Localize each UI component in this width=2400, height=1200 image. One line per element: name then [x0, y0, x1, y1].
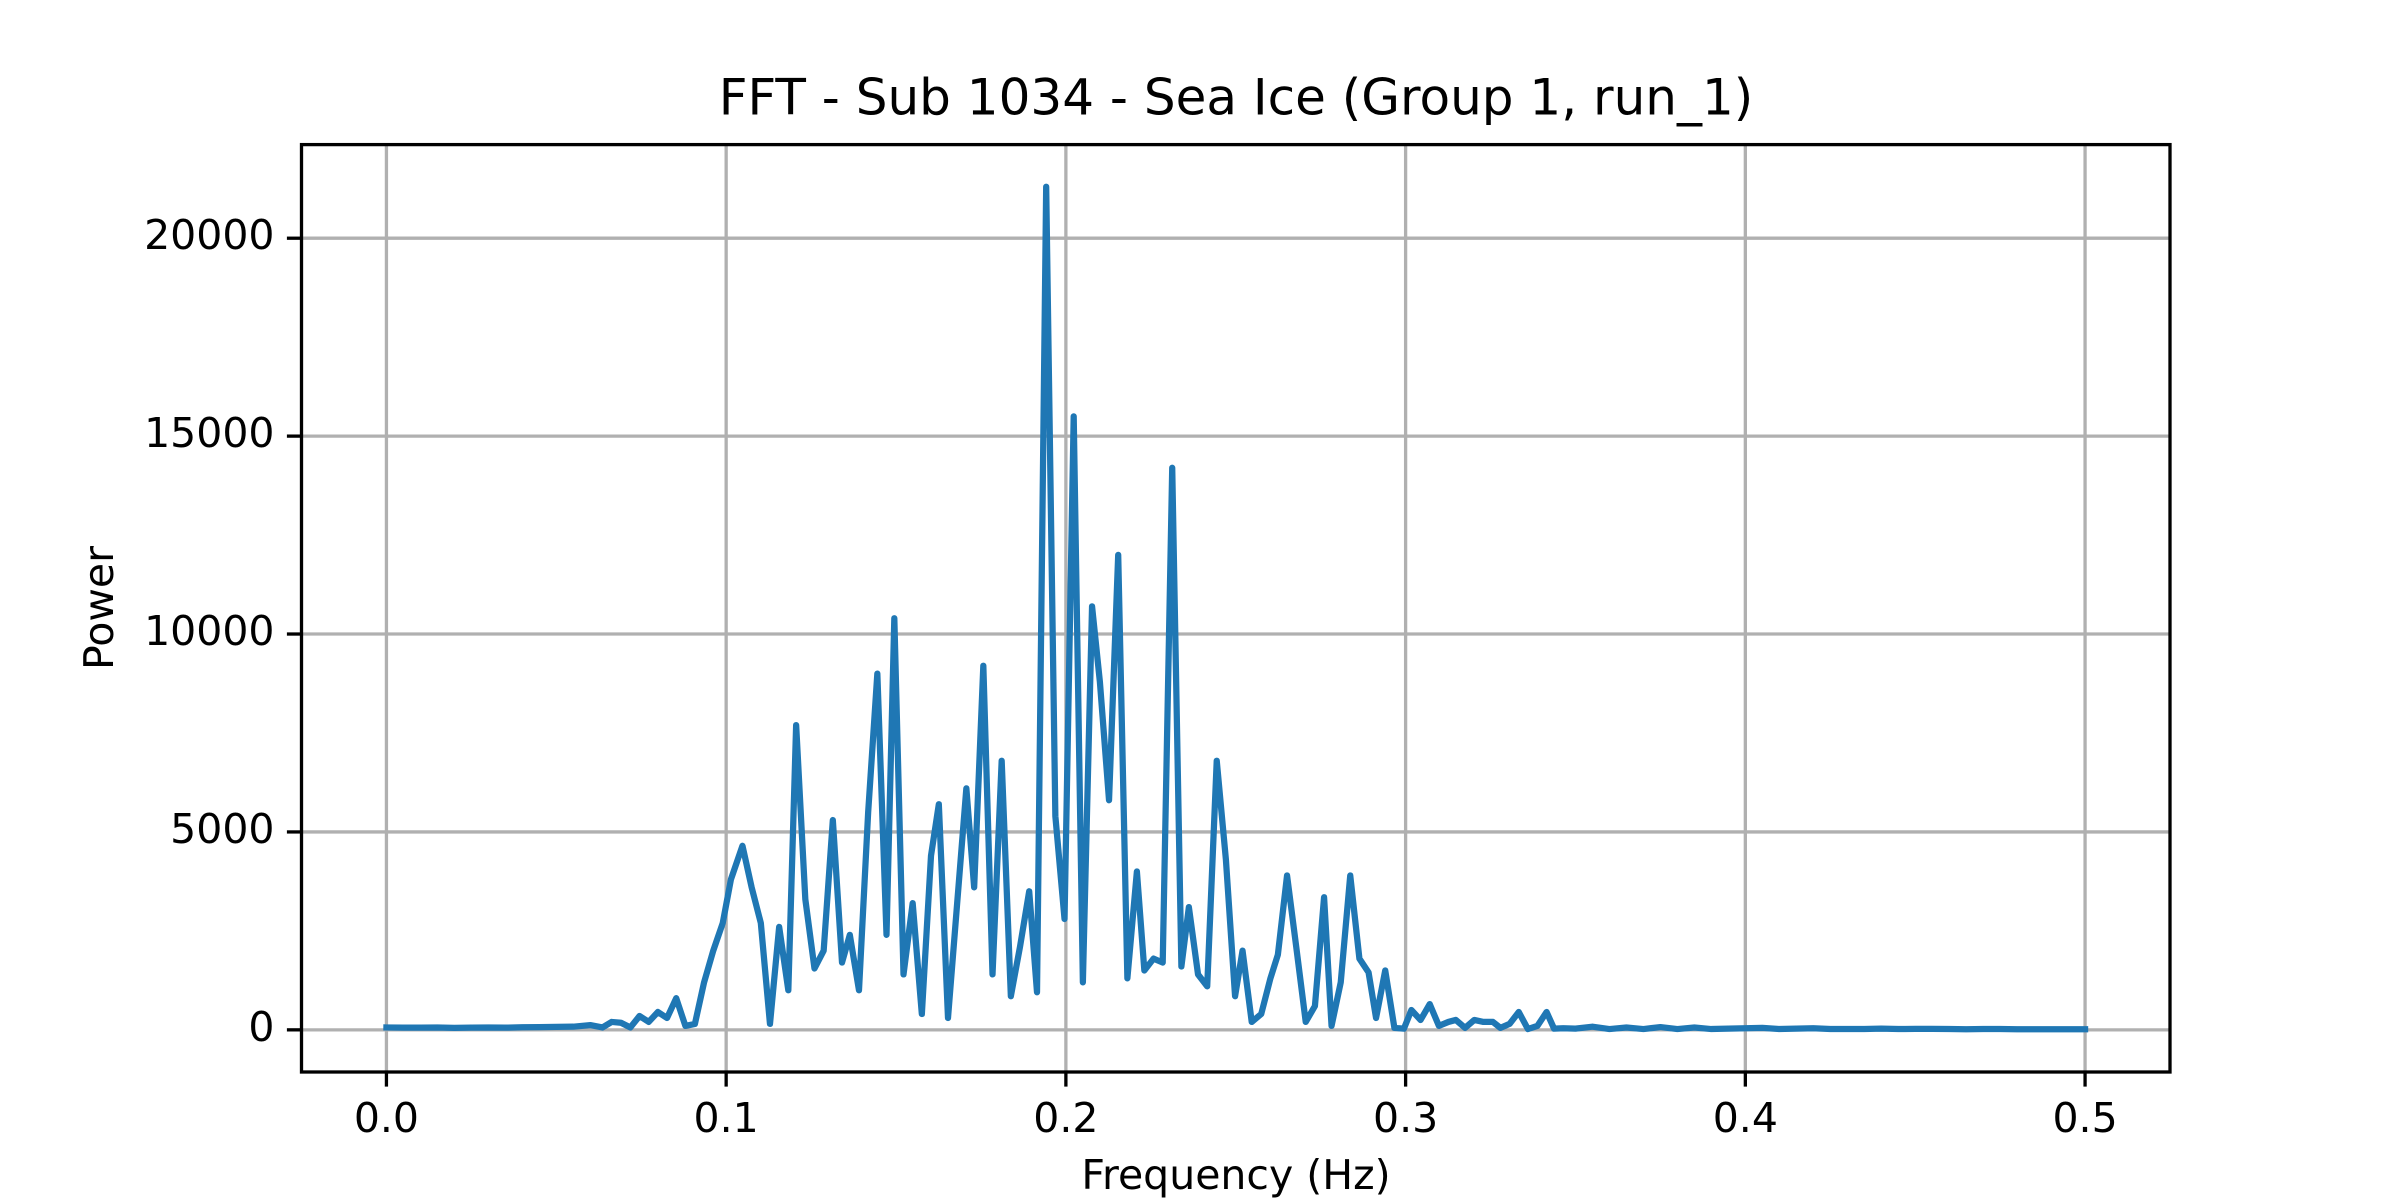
- x-axis-label: Frequency (Hz): [1081, 1151, 1390, 1199]
- power-line: [383, 183, 2089, 1033]
- x-tick-label: 0.4: [1713, 1094, 1778, 1142]
- x-tick-label: 0.3: [1373, 1094, 1438, 1142]
- x-tick-label: 0.0: [354, 1094, 419, 1142]
- y-tick-label: 10000: [144, 607, 274, 655]
- y-tick-label: 5000: [170, 805, 274, 853]
- y-tick-label: 15000: [144, 409, 274, 457]
- x-tick-label: 0.1: [694, 1094, 759, 1142]
- chart-title: FFT - Sub 1034 - Sea Ice (Group 1, run_1…: [719, 69, 1754, 127]
- x-tick-label: 0.5: [2052, 1094, 2117, 1142]
- x-tick-label: 0.2: [1033, 1094, 1098, 1142]
- plot-frame: [299, 142, 2172, 1074]
- y-tick-label: 0: [248, 1003, 274, 1051]
- y-tick-label: 20000: [144, 211, 274, 259]
- y-axis-label: Power: [75, 546, 123, 670]
